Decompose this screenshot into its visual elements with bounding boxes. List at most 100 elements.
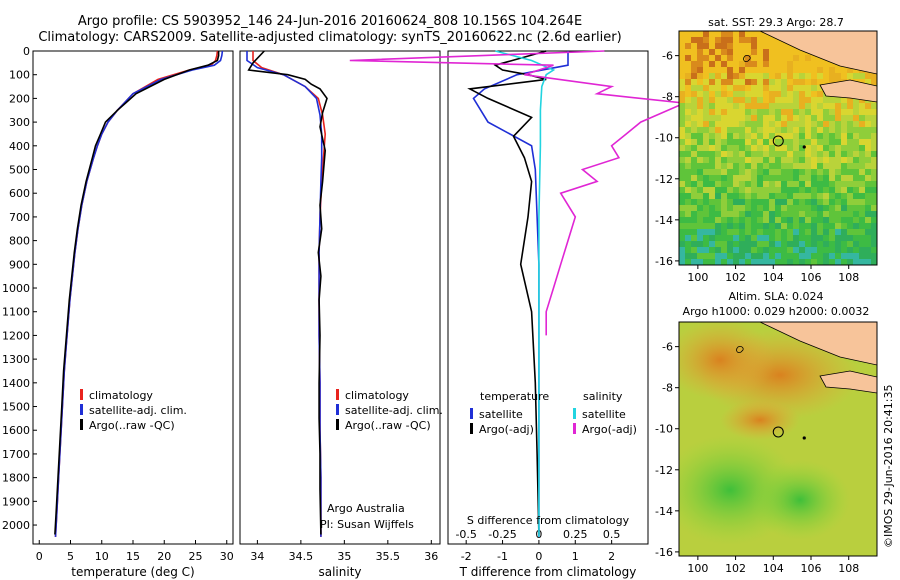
sst-cell xyxy=(865,109,871,115)
temperature-plot-frame xyxy=(32,50,234,545)
lat-tick-label: -8 xyxy=(662,382,673,395)
sst-cell xyxy=(685,205,691,211)
sst-cell xyxy=(715,157,721,163)
sst-cell xyxy=(871,235,877,241)
sst-cell xyxy=(769,175,775,181)
sst-cell xyxy=(757,217,763,223)
legend-swatch xyxy=(470,423,473,434)
sst-cell xyxy=(751,109,757,115)
sst-cell xyxy=(703,187,709,193)
sst-cell xyxy=(703,133,709,139)
sst-cell xyxy=(721,193,727,199)
sst-cell xyxy=(829,79,835,85)
sst-cell xyxy=(793,229,799,235)
sst-cell xyxy=(853,211,859,217)
sst-cell xyxy=(871,211,877,217)
sla-map-panel: Altim. SLA: 0.024 Argo h1000: 0.029 h200… xyxy=(655,290,878,575)
sst-cell xyxy=(811,145,817,151)
sst-cell xyxy=(829,187,835,193)
sst-cell xyxy=(727,247,733,253)
sst-warm-cell xyxy=(751,37,757,43)
sst-cell xyxy=(733,103,739,109)
sst-cell xyxy=(769,229,775,235)
sst-cell xyxy=(739,217,745,223)
sst-cell xyxy=(823,169,829,175)
sst-cell xyxy=(769,199,775,205)
sst-cell xyxy=(865,169,871,175)
sst-cell xyxy=(823,241,829,247)
sst-cell xyxy=(703,211,709,217)
sst-cell xyxy=(715,163,721,169)
sst-cell xyxy=(727,121,733,127)
sst-cell xyxy=(859,199,865,205)
sst-cell xyxy=(847,205,853,211)
sst-cell xyxy=(733,211,739,217)
x-tick-label: 35.5 xyxy=(376,550,401,563)
sst-cell xyxy=(715,247,721,253)
sst-cell xyxy=(697,211,703,217)
sst-cell xyxy=(685,73,691,79)
sst-cell xyxy=(865,145,871,151)
sst-cell xyxy=(841,235,847,241)
lat-tick-label: -10 xyxy=(655,423,673,436)
sst-cell xyxy=(733,181,739,187)
sst-cell xyxy=(727,241,733,247)
sst-cell xyxy=(685,91,691,97)
sst-cell xyxy=(679,193,685,199)
sst-cell xyxy=(859,139,865,145)
x-tick-label: 36 xyxy=(424,550,438,563)
sst-cell xyxy=(835,157,841,163)
sst-cell xyxy=(679,157,685,163)
sst-map-axes: 100 102 104 106 108 -6 -8 -10 -12 -14 -16 xyxy=(655,50,859,284)
sst-cell xyxy=(865,205,871,211)
sst-cell xyxy=(721,139,727,145)
sst-cell xyxy=(781,247,787,253)
sst-cell xyxy=(679,187,685,193)
sst-cell xyxy=(751,151,757,157)
sst-cell xyxy=(793,127,799,133)
sst-cell xyxy=(799,115,805,121)
sst-cell xyxy=(691,43,697,49)
x-tick-label: 25 xyxy=(189,550,203,563)
sst-cell xyxy=(763,91,769,97)
sst-cell xyxy=(733,109,739,115)
sst-cell xyxy=(721,211,727,217)
sst-cell xyxy=(775,151,781,157)
sla-high-anomaly-mid xyxy=(720,400,800,440)
sst-cell xyxy=(793,139,799,145)
sst-cell xyxy=(697,193,703,199)
sst-cell xyxy=(679,241,685,247)
sst-cell xyxy=(739,115,745,121)
sst-cell xyxy=(709,103,715,109)
sst-cell xyxy=(739,127,745,133)
sst-cell xyxy=(709,31,715,37)
sst-cell xyxy=(823,121,829,127)
sst-cell xyxy=(727,235,733,241)
sst-cell xyxy=(715,79,721,85)
sst-cell xyxy=(721,229,727,235)
sst-cell xyxy=(811,121,817,127)
sst-cell xyxy=(871,115,877,121)
sst-cell xyxy=(745,127,751,133)
sst-cell xyxy=(799,205,805,211)
sst-cell xyxy=(781,49,787,55)
lat-tick-label: -8 xyxy=(662,91,673,104)
sst-cell xyxy=(709,253,715,259)
sst-cell xyxy=(691,139,697,145)
sst-cell xyxy=(685,229,691,235)
sst-cell xyxy=(751,73,757,79)
sst-cell xyxy=(775,85,781,91)
sst-cell xyxy=(871,79,877,85)
sst-cell xyxy=(697,97,703,103)
sst-cell xyxy=(709,97,715,103)
legend-swatch xyxy=(80,419,83,430)
sst-cell xyxy=(847,133,853,139)
sst-cell xyxy=(679,169,685,175)
sst-warm-cell xyxy=(751,43,757,49)
sst-cell xyxy=(787,205,793,211)
sst-cell xyxy=(823,199,829,205)
sst-cell xyxy=(769,97,775,103)
sst-cell xyxy=(733,247,739,253)
sst-cell xyxy=(739,103,745,109)
sst-cell xyxy=(871,193,877,199)
